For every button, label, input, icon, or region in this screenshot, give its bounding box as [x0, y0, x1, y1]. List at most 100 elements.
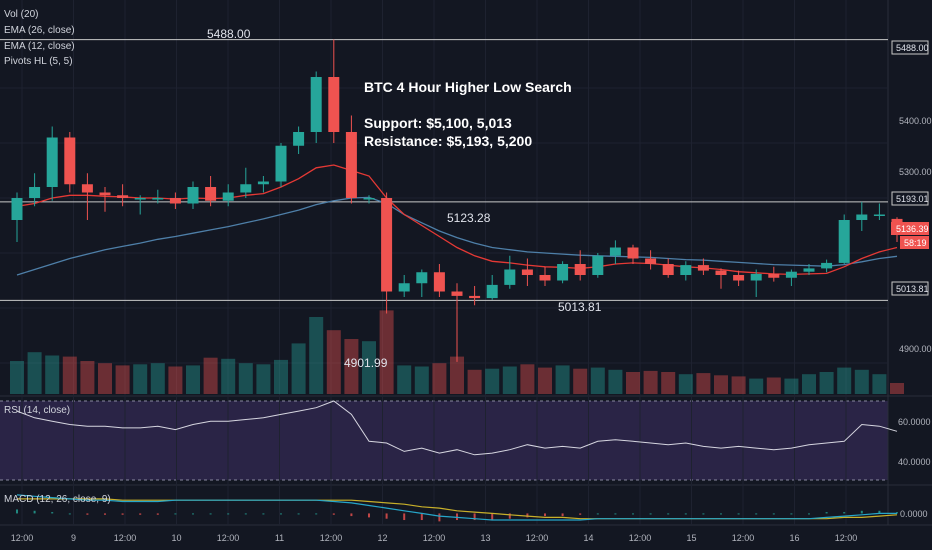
- candle-body: [557, 264, 569, 281]
- legend-ema26[interactable]: EMA (26, close): [4, 25, 75, 36]
- volume-bar: [150, 363, 165, 394]
- hline-tag-5193-box: [891, 191, 929, 206]
- macd-histogram-bar: [702, 513, 705, 515]
- macd-histogram-bar: [526, 513, 529, 518]
- legend-macd[interactable]: MACD (12, 26, close, 9): [4, 494, 111, 505]
- candle-body: [416, 272, 428, 284]
- hline-tag-5488: 5488.00: [896, 43, 929, 53]
- candle-body: [451, 291, 463, 296]
- candle-body: [486, 284, 498, 299]
- price-tick-5400: 5400.00: [899, 116, 932, 126]
- volume-bar: [573, 368, 588, 394]
- macd-histogram-bar: [896, 512, 898, 514]
- candle-body: [328, 77, 340, 132]
- macd-histogram-bar: [244, 513, 247, 515]
- candle-body: [310, 77, 322, 132]
- candle-body: [345, 132, 357, 198]
- volume-bar: [802, 374, 816, 394]
- rsi-panel-background: [0, 401, 888, 480]
- macd-histogram-bar: [544, 513, 546, 517]
- volume-bar: [608, 369, 623, 394]
- volume-bar: [10, 361, 24, 394]
- macd-histogram-bar: [297, 513, 300, 515]
- hline-tag-5193: 5193.01: [896, 194, 929, 204]
- horizontal-lines[interactable]: [0, 39, 888, 301]
- macd-histogram-bar: [667, 513, 670, 515]
- legend-vol[interactable]: Vol (20): [4, 9, 38, 20]
- volume-bar: [837, 367, 852, 394]
- time-tick-label: 10: [171, 533, 181, 543]
- candle-body: [117, 195, 129, 198]
- time-tick-label: 12: [377, 533, 387, 543]
- candle-body: [187, 187, 199, 204]
- candle-body: [293, 132, 305, 146]
- price-tick-5300: 5300.00: [899, 167, 932, 177]
- time-tick-label: 11: [275, 533, 284, 543]
- countdown-tag: 58:19: [904, 238, 927, 248]
- macd-histogram-bar: [174, 513, 177, 515]
- volume-bar: [626, 372, 640, 394]
- volume-bar: [467, 369, 482, 394]
- macd-histogram-bar: [473, 513, 476, 521]
- macd-histogram-bar: [860, 510, 863, 514]
- macd-histogram-bar: [156, 513, 159, 515]
- volume-bar: [45, 355, 60, 394]
- macd-histogram-bar: [420, 513, 423, 521]
- candle-body: [99, 192, 111, 196]
- macd-histogram-bar: [33, 510, 36, 514]
- macd-histogram-bar: [350, 513, 353, 517]
- volume-bar: [854, 369, 869, 394]
- macd-histogram-bar: [192, 513, 194, 515]
- time-tick-label: 12:00: [526, 533, 549, 543]
- candle-body: [645, 258, 657, 264]
- countdown-tag-box: [900, 236, 929, 249]
- macd-histogram-bar: [68, 513, 71, 515]
- macd-histogram-bar: [262, 513, 265, 515]
- hline-tag-5488-box: [891, 40, 929, 55]
- volume-bar: [27, 352, 42, 394]
- candles[interactable]: [11, 39, 903, 362]
- macd-histogram-bar: [808, 513, 810, 515]
- macd-tick-0: 0.0000: [900, 509, 928, 519]
- legend-rsi[interactable]: RSI (14, close): [4, 405, 70, 416]
- candle-body: [821, 262, 833, 269]
- volume-bar: [221, 358, 236, 394]
- volume-bar: [291, 343, 306, 394]
- macd-histogram-bar: [596, 513, 599, 515]
- volume-bar: [749, 378, 764, 394]
- volume-bar: [766, 377, 781, 394]
- pivot-label-high-5488: 5488.00: [207, 27, 251, 41]
- volume-bar: [344, 339, 359, 394]
- candle-body: [222, 192, 234, 201]
- ema12-line: [16, 164, 898, 276]
- candle-body: [715, 270, 727, 275]
- macd-histogram-bar: [737, 513, 740, 515]
- time-tick-label: 16: [789, 533, 799, 543]
- pivot-label-low-4901: 4901.99: [344, 356, 388, 370]
- annotation-title[interactable]: BTC 4 Hour Higher Low Search: [364, 79, 572, 95]
- macd-histogram-bar: [561, 513, 564, 517]
- time-tick-label: 9: [71, 533, 76, 543]
- volume-bar: [274, 359, 288, 394]
- candle-body: [46, 137, 58, 187]
- hline-tag-5013: 5013.81: [896, 284, 929, 294]
- annotation-resistance: Resistance: $5,193, 5,200: [364, 133, 532, 149]
- legend-pivots[interactable]: Pivots HL (5, 5): [4, 56, 73, 67]
- macd-histogram-bar: [632, 513, 634, 515]
- legend-ema12[interactable]: EMA (12, close): [4, 41, 75, 52]
- volume-bar: [309, 317, 324, 394]
- candle-body: [433, 272, 445, 292]
- time-tick-label: 13: [480, 533, 490, 543]
- macd-histogram-bar: [209, 513, 212, 515]
- volume-bar: [538, 367, 552, 394]
- volume-bar: [432, 363, 447, 394]
- candle-body: [733, 275, 745, 281]
- time-axis[interactable]: 12:00 9 12:00 10 12:00 11 12:00 12 12:00 13 12:00 1…: [11, 533, 858, 543]
- volume-bar: [238, 363, 253, 394]
- macd-histogram-bar: [456, 513, 458, 521]
- time-tick-label: 14: [583, 533, 593, 543]
- macd-histogram-bar: [51, 512, 54, 514]
- macd-histogram-bar: [579, 513, 582, 515]
